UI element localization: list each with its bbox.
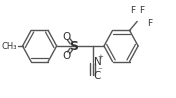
- Text: O: O: [62, 50, 70, 60]
- Text: F: F: [147, 19, 152, 28]
- Text: S: S: [69, 39, 78, 53]
- Text: ⁻: ⁻: [97, 67, 102, 75]
- Text: C: C: [94, 71, 101, 81]
- Text: +: +: [98, 54, 104, 59]
- Text: CH₃: CH₃: [1, 41, 17, 50]
- Text: F: F: [139, 6, 144, 15]
- Text: N: N: [94, 57, 101, 67]
- Text: O: O: [62, 31, 70, 41]
- Text: F: F: [130, 6, 135, 15]
